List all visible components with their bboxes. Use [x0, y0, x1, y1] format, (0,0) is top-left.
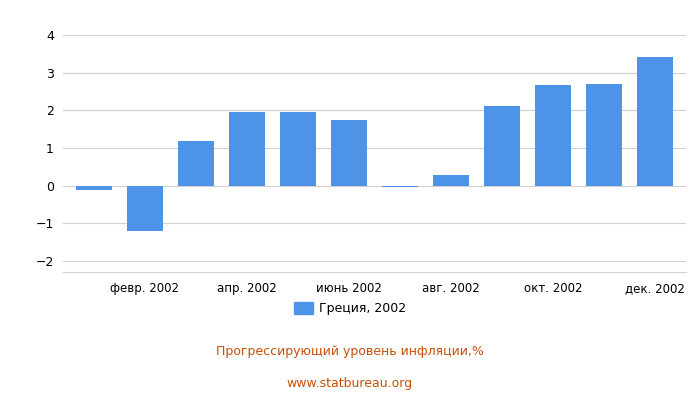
Text: www.statbureau.org: www.statbureau.org: [287, 378, 413, 390]
Bar: [536, 85, 571, 186]
Bar: [433, 176, 469, 186]
Bar: [484, 106, 520, 186]
Text: Прогрессирующий уровень инфляции,%: Прогрессирующий уровень инфляции,%: [216, 346, 484, 358]
Bar: [127, 186, 162, 231]
Bar: [280, 112, 316, 186]
Bar: [331, 120, 367, 186]
Bar: [229, 112, 265, 186]
Legend: Греция, 2002: Греция, 2002: [294, 302, 406, 315]
Bar: [587, 84, 622, 186]
Bar: [178, 141, 214, 186]
Bar: [76, 186, 111, 190]
Bar: [382, 186, 418, 187]
Bar: [638, 58, 673, 186]
